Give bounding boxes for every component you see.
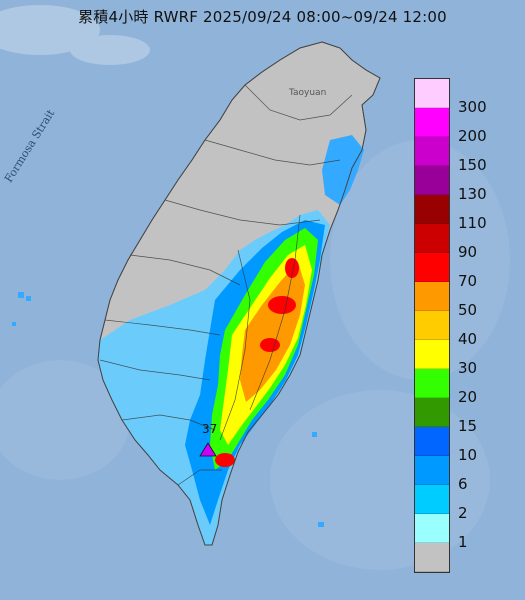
legend-label: 70 (458, 272, 478, 290)
legend-label: 10 (458, 446, 478, 464)
legend-swatch (415, 224, 449, 253)
legend-label: 2 (458, 504, 468, 522)
county-boundaries (99, 84, 353, 486)
legend-label: 300 (458, 98, 487, 116)
legend-swatch (415, 514, 449, 543)
rain-zone-red (215, 258, 299, 467)
legend-label: 15 (458, 417, 478, 435)
map-title: 累積4小時 RWRF 2025/09/24 08:00~09/24 12:00 (78, 8, 447, 26)
legend-swatch (415, 369, 449, 398)
rainfall-legend (414, 78, 450, 573)
legend-label: 50 (458, 301, 478, 319)
legend-swatch (415, 137, 449, 166)
legend-label: 30 (458, 359, 478, 377)
legend-label: 150 (458, 156, 487, 174)
legend-swatch (415, 166, 449, 195)
legend-swatch (415, 253, 449, 282)
offshore-rain-specks (12, 292, 324, 527)
legend-label: 200 (458, 127, 487, 145)
coastline (97, 41, 381, 546)
legend-swatch (415, 340, 449, 369)
city-label-taoyuan: Taoyuan (289, 88, 327, 98)
legend-swatch (415, 398, 449, 427)
legend-label: 110 (458, 214, 487, 232)
legend-swatch (415, 456, 449, 485)
legend-label: 130 (458, 185, 487, 203)
rain-zone-orange (240, 262, 305, 402)
legend-swatch (415, 282, 449, 311)
legend-swatch (415, 427, 449, 456)
legend-label: 20 (458, 388, 478, 406)
max-rainfall-marker (199, 442, 217, 457)
legend-swatch (415, 195, 449, 224)
legend-label: 90 (458, 243, 478, 261)
rain-zone-northeast (322, 135, 364, 205)
legend-swatch (415, 485, 449, 514)
legend-label: 40 (458, 330, 478, 348)
legend-swatch (415, 108, 449, 137)
legend-swatch (415, 311, 449, 340)
max-rainfall-value: 37 (202, 422, 218, 436)
legend-label: 6 (458, 475, 468, 493)
legend-label: 1 (458, 533, 468, 551)
legend-swatch (415, 543, 449, 572)
legend-swatch (415, 79, 449, 108)
